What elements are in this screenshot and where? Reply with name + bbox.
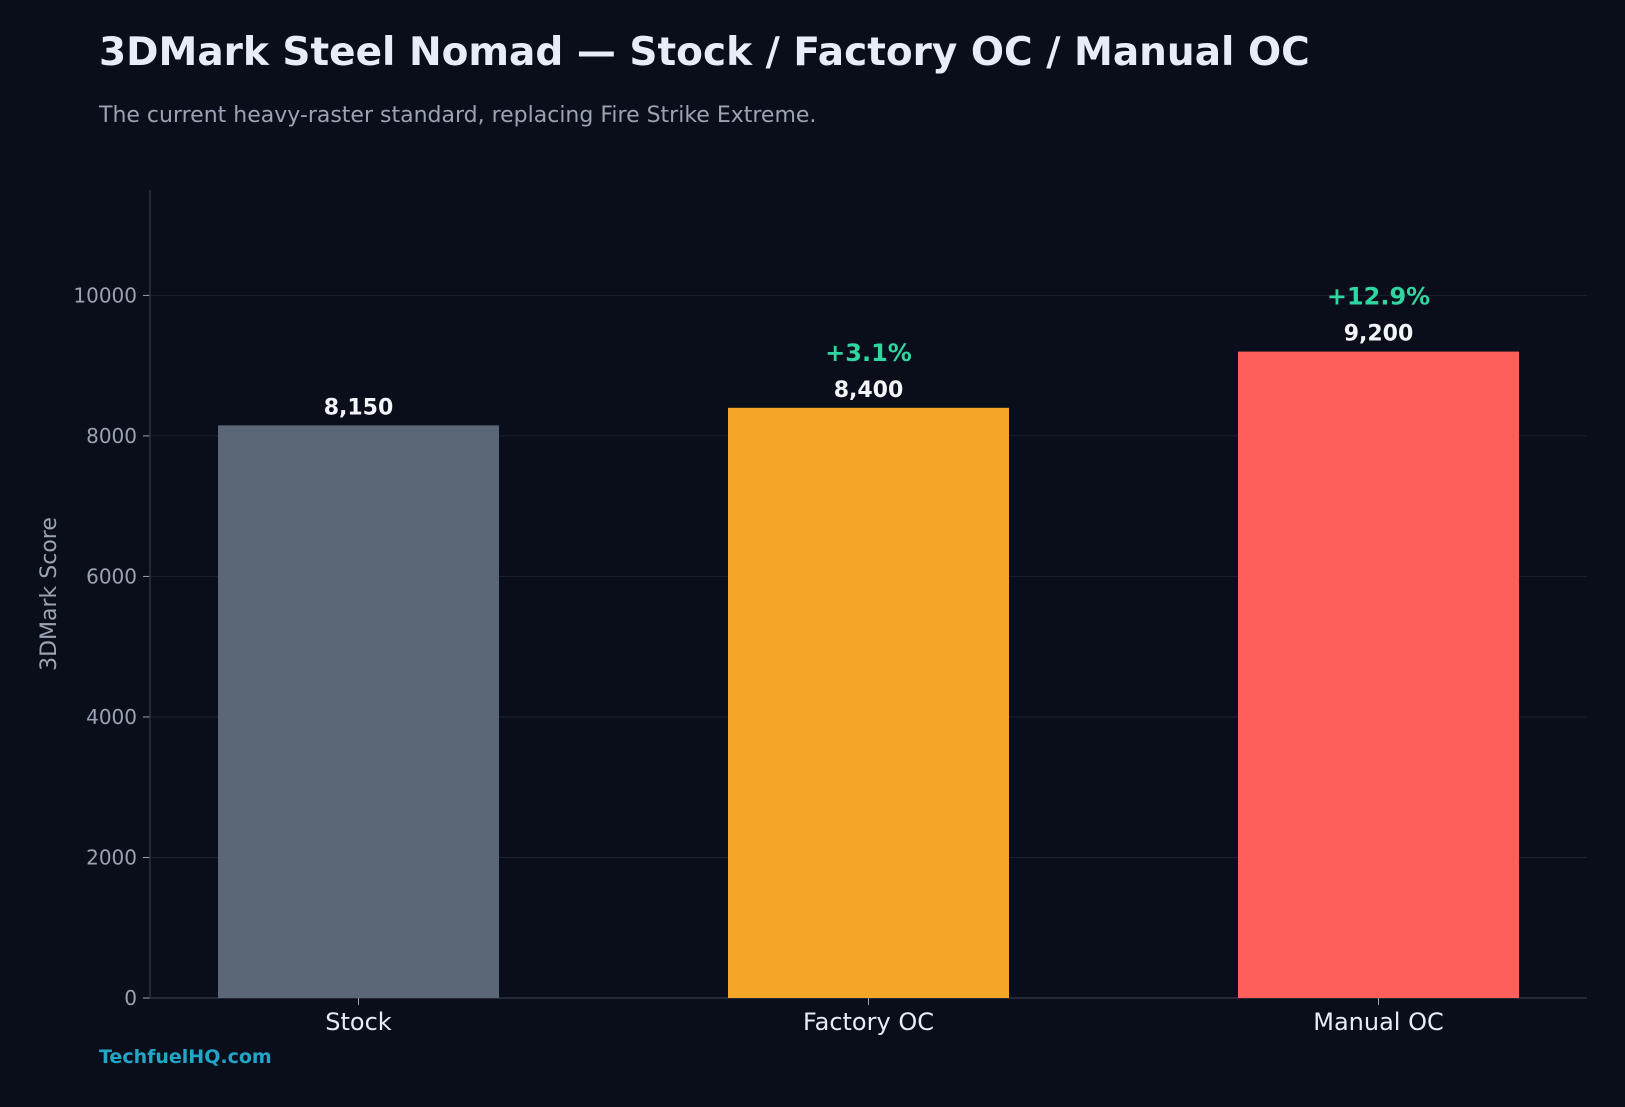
bar-factory-oc <box>728 407 1009 998</box>
site-watermark: TechfuelHQ.com <box>99 1046 272 1068</box>
axes: 0 2000 4000 6000 8000 10000 3DMark Score Stock F… <box>37 190 1587 1036</box>
gain-label: +3.1% <box>825 339 912 367</box>
y-tick-label: 4000 <box>86 705 137 729</box>
value-label: 8,400 <box>834 378 904 403</box>
bar-manual-oc <box>1238 351 1519 999</box>
value-label: 8,150 <box>324 395 394 420</box>
x-tick-label: Manual OC <box>1313 1008 1444 1036</box>
y-axis-label: 3DMark Score <box>37 517 62 671</box>
x-tick-label: Factory OC <box>803 1008 934 1036</box>
gain-label: +12.9% <box>1327 283 1430 311</box>
chart-subtitle: The current heavy-raster standard, repla… <box>99 103 817 128</box>
x-tick-label: Stock <box>325 1008 392 1036</box>
y-tick-label: 8000 <box>86 424 137 448</box>
y-tick-label: 0 <box>124 986 137 1010</box>
labels: 8,150 8,400 +3.1% 9,200 +12.9% <box>324 283 1430 421</box>
chart-title: 3DMark Steel Nomad — Stock / Factory OC … <box>99 30 1310 75</box>
y-tick-label: 2000 <box>86 845 137 869</box>
y-tick-label: 6000 <box>86 564 137 588</box>
bars <box>218 351 1519 999</box>
bar-stock <box>218 425 499 998</box>
value-label: 9,200 <box>1344 322 1414 347</box>
y-tick-label: 10000 <box>73 283 137 307</box>
